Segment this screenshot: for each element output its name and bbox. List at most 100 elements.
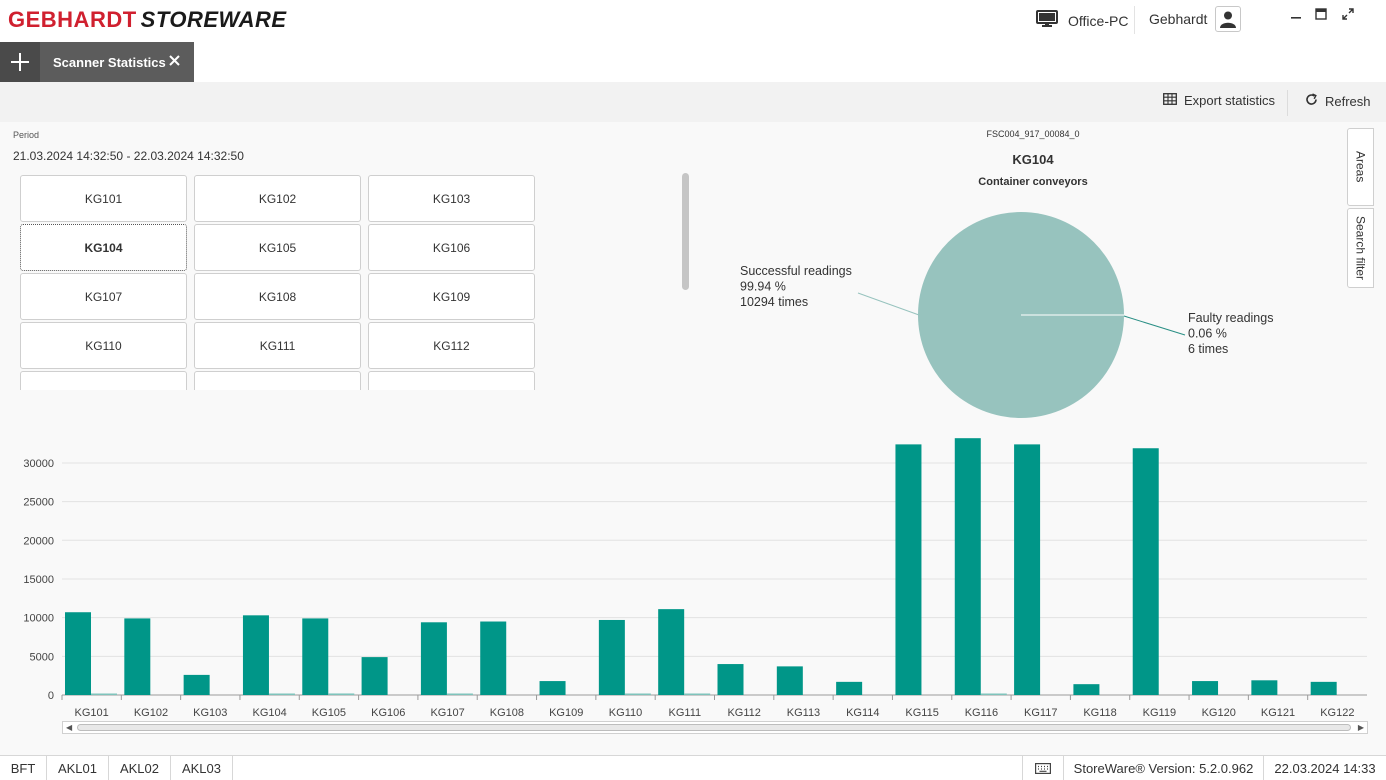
x-tick-label: KG113: [787, 707, 820, 719]
pie-chart-title: KG104: [1012, 152, 1054, 167]
x-tick-label: KG118: [1083, 707, 1116, 719]
bar-successful[interactable]: [658, 609, 685, 695]
area-button[interactable]: KG108: [194, 273, 361, 320]
status-tab-akl03[interactable]: AKL03: [171, 756, 233, 780]
area-button[interactable]: KG110: [20, 322, 187, 369]
period-value: 21.03.2024 14:32:50 - 22.03.2024 14:32:5…: [13, 149, 244, 163]
bar-successful[interactable]: [1014, 444, 1041, 695]
bar-successful[interactable]: [242, 615, 269, 695]
area-button[interactable]: KG115: [368, 371, 535, 390]
version-label: StoreWare® Version: 5.2.0.962: [1064, 756, 1264, 780]
bar-faulty[interactable]: [328, 693, 355, 695]
area-button[interactable]: KG114: [194, 371, 361, 390]
pie-label-percent: 0.06 %: [1188, 327, 1227, 341]
area-button[interactable]: KG102: [194, 175, 361, 222]
y-tick-label: 0: [48, 690, 54, 702]
status-tab-bft[interactable]: BFT: [0, 756, 47, 780]
area-button[interactable]: KG112: [368, 322, 535, 369]
bar-successful[interactable]: [895, 444, 922, 695]
x-tick-label: KG109: [549, 707, 583, 719]
side-tab-areas[interactable]: Areas: [1347, 128, 1374, 206]
pie-chart-subtitle: Container conveyors: [978, 176, 1088, 188]
scrollbar-thumb[interactable]: [77, 724, 1351, 731]
bar-successful[interactable]: [65, 612, 91, 695]
bar-successful[interactable]: [539, 681, 566, 695]
tab-bar: Scanner Statistics: [0, 40, 1386, 82]
monitor-icon: [1036, 10, 1058, 31]
area-button[interactable]: KG109: [368, 273, 535, 320]
keyboard-icon[interactable]: [1022, 756, 1064, 780]
y-tick-label: 10000: [23, 613, 54, 625]
area-button[interactable]: KG103: [368, 175, 535, 222]
side-tab-search-filter[interactable]: Search filter: [1347, 208, 1374, 288]
bar-faulty[interactable]: [684, 693, 711, 696]
pie-label-percent: 99.94 %: [740, 280, 786, 294]
bar-faulty[interactable]: [624, 693, 651, 696]
bar-successful[interactable]: [598, 619, 625, 695]
x-tick-label: KG103: [193, 707, 227, 719]
y-tick-label: 30000: [23, 458, 54, 470]
bar-successful[interactable]: [183, 674, 210, 695]
logo-storeware: STOREWARE: [140, 7, 287, 32]
scroll-left-icon[interactable]: ◀: [66, 723, 73, 732]
bar-successful[interactable]: [124, 618, 151, 695]
bar-successful[interactable]: [954, 438, 981, 695]
pie-label-count: 10294 times: [740, 295, 808, 309]
user-menu[interactable]: Gebhardt: [1149, 6, 1242, 32]
area-button[interactable]: KG101: [20, 175, 187, 222]
bar-successful[interactable]: [1251, 680, 1278, 695]
area-grid-scrollbar[interactable]: [682, 173, 689, 290]
export-statistics-button[interactable]: Export statistics: [1163, 93, 1275, 108]
area-button[interactable]: KG104: [20, 224, 187, 271]
refresh-button[interactable]: Refresh: [1305, 93, 1371, 109]
pie-leader-line: [857, 292, 920, 316]
bar-successful[interactable]: [420, 622, 447, 695]
x-tick-label: KG119: [1143, 707, 1176, 719]
add-tab-button[interactable]: [0, 42, 40, 82]
bar-successful[interactable]: [1192, 681, 1219, 695]
minimize-icon[interactable]: [1288, 6, 1304, 22]
bar-successful[interactable]: [1310, 681, 1337, 695]
bar-successful[interactable]: [836, 681, 863, 695]
bar-successful[interactable]: [480, 621, 507, 695]
bar-successful[interactable]: [717, 664, 744, 695]
tab-scanner-statistics[interactable]: Scanner Statistics: [40, 42, 194, 82]
area-button[interactable]: KG111: [194, 322, 361, 369]
x-tick-label: KG114: [846, 707, 879, 719]
maximize-icon[interactable]: [1313, 6, 1329, 22]
area-button[interactable]: KG113: [20, 371, 187, 390]
bar-successful[interactable]: [361, 657, 388, 695]
reading-pie-chart: Successful readings 99.94 %10294 times Fau…: [740, 212, 1273, 418]
computer-indicator[interactable]: Office-PC: [1036, 10, 1128, 31]
side-tab-search-filter-label: Search filter: [1353, 215, 1368, 281]
area-button[interactable]: KG106: [368, 224, 535, 271]
area-button[interactable]: KG107: [20, 273, 187, 320]
scroll-right-icon[interactable]: ▶: [1357, 723, 1364, 732]
bar-successful[interactable]: [1132, 448, 1159, 695]
chart-horizontal-scrollbar[interactable]: ◀ ▶: [62, 721, 1368, 734]
status-tab-akl02[interactable]: AKL02: [109, 756, 171, 780]
x-tick-label: KG107: [430, 707, 464, 719]
bar-successful[interactable]: [776, 666, 803, 695]
bar-faulty[interactable]: [446, 693, 473, 696]
x-tick-label: KG102: [134, 707, 168, 719]
bar-faulty[interactable]: [268, 693, 295, 696]
area-button[interactable]: KG105: [194, 224, 361, 271]
computer-name: Office-PC: [1068, 12, 1129, 29]
status-tab-akl01[interactable]: AKL01: [47, 756, 109, 780]
x-tick-label: KG104: [252, 707, 286, 719]
x-tick-label: KG108: [490, 707, 524, 719]
pie-id-label: FSC004_917_00084_0: [986, 129, 1080, 139]
bar-successful[interactable]: [302, 618, 329, 695]
x-tick-label: KG121: [1261, 707, 1295, 719]
close-icon[interactable]: [169, 53, 180, 70]
bar-faulty[interactable]: [980, 693, 1007, 696]
period-label: Period: [13, 130, 40, 140]
bar-successful[interactable]: [1073, 684, 1100, 695]
x-tick-label: KG117: [1024, 707, 1057, 719]
bar-faulty[interactable]: [91, 693, 117, 696]
status-datetime: 22.03.2024 14:33: [1274, 760, 1376, 776]
fullscreen-icon[interactable]: [1340, 6, 1356, 22]
x-tick-label: KG110: [609, 707, 642, 719]
y-tick-label: 20000: [23, 535, 54, 547]
